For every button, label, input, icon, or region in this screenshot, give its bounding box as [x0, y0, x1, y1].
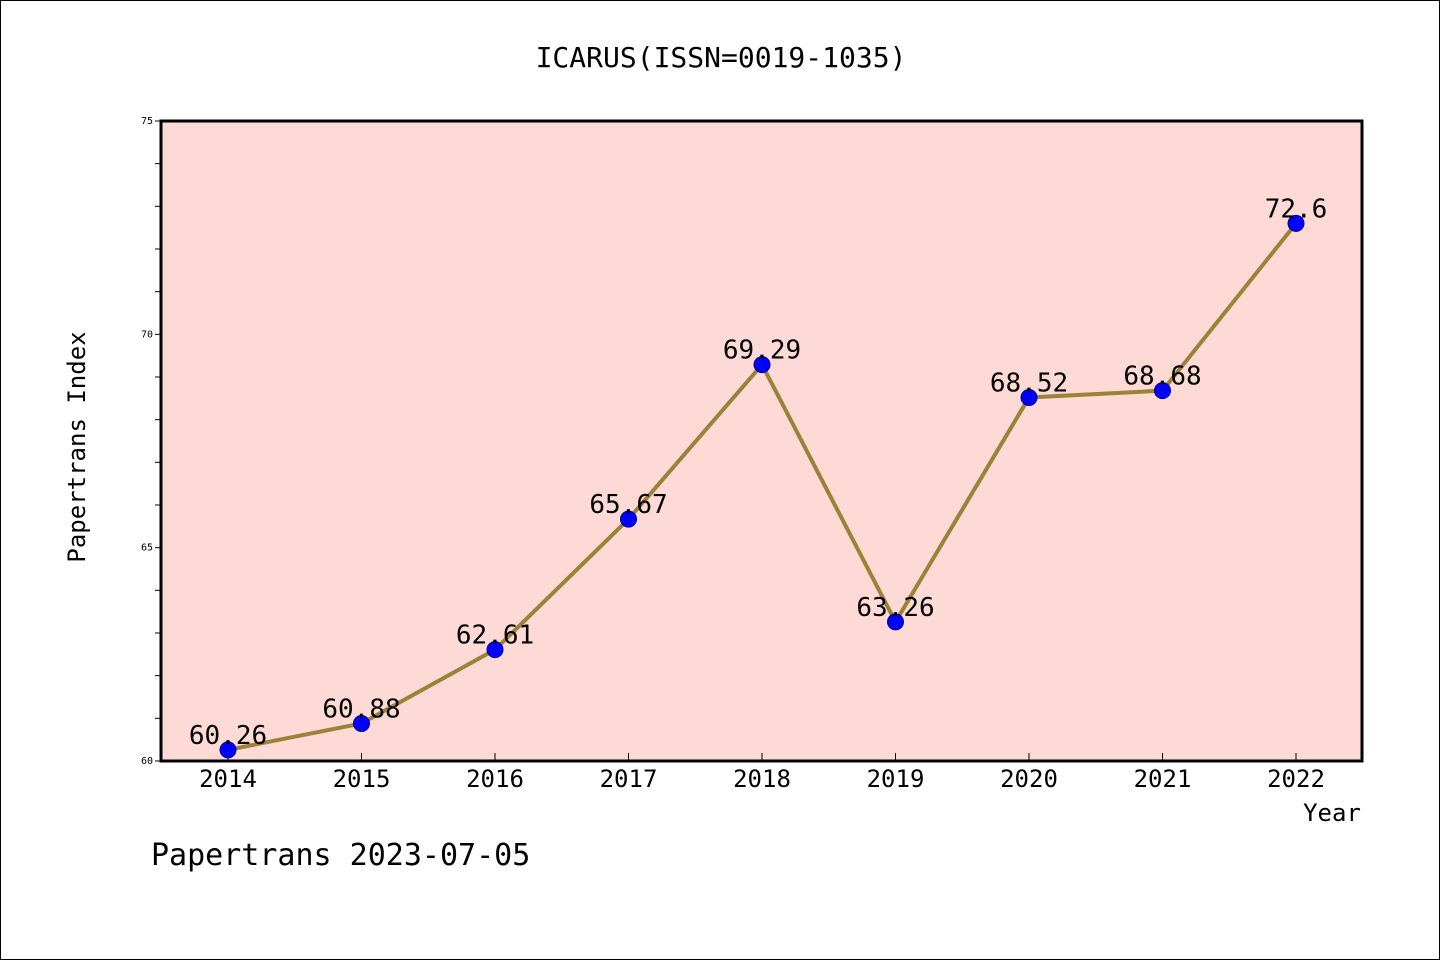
x-tick-label: 2015 — [333, 765, 391, 793]
y-axis-label: Papertrans Index — [63, 331, 91, 562]
y-tick-label: 65 — [141, 543, 153, 554]
x-axis: 2014 2015 2016 2017 2018 2019 2020 2021 2022 — [199, 753, 1325, 793]
data-point — [1154, 382, 1171, 400]
x-tick-label: 2016 — [466, 765, 524, 793]
x-tick-label: 2019 — [867, 765, 925, 793]
x-tick-label: 2022 — [1267, 765, 1325, 793]
data-point — [1287, 214, 1305, 232]
data-points — [219, 214, 1305, 759]
y-axis: 60 65 70 75 — [141, 116, 161, 767]
x-axis-label: Year — [1303, 799, 1361, 827]
plot-area — [161, 121, 1362, 761]
x-tick-label: 2014 — [199, 765, 257, 793]
data-point — [753, 356, 771, 374]
data-label: 60.26 — [189, 721, 267, 751]
data-label: 68.68 — [1123, 362, 1201, 392]
y-tick-label: 75 — [141, 116, 153, 127]
data-label: 69.29 — [723, 336, 801, 366]
y-tick-label: 70 — [141, 329, 153, 340]
data-point — [219, 741, 237, 759]
data-point — [353, 714, 370, 732]
x-tick-label: 2020 — [1000, 765, 1058, 793]
data-point — [486, 641, 504, 659]
x-tick-label: 2021 — [1134, 765, 1192, 793]
data-point — [887, 613, 904, 631]
chart-title: ICARUS(ISSN=0019-1035) — [536, 41, 907, 74]
data-label: 65.67 — [589, 490, 667, 520]
data-label: 63.26 — [856, 593, 934, 623]
data-labels: 60.26 60.88 62.61 65.67 69.29 63.26 68.52 68.68… — [189, 194, 1327, 751]
data-point — [1020, 388, 1038, 406]
plot-border — [159, 119, 1364, 763]
data-point — [620, 510, 637, 528]
data-label: 60.88 — [322, 694, 400, 724]
data-label: 72.6 — [1265, 194, 1328, 224]
data-label: 68.52 — [990, 368, 1068, 398]
footer-text: Papertrans 2023-07-05 — [151, 838, 530, 873]
x-tick-label: 2018 — [733, 765, 791, 793]
x-tick-label: 2017 — [600, 765, 658, 793]
data-label: 62.61 — [456, 621, 534, 651]
y-tick-label: 60 — [141, 756, 153, 767]
